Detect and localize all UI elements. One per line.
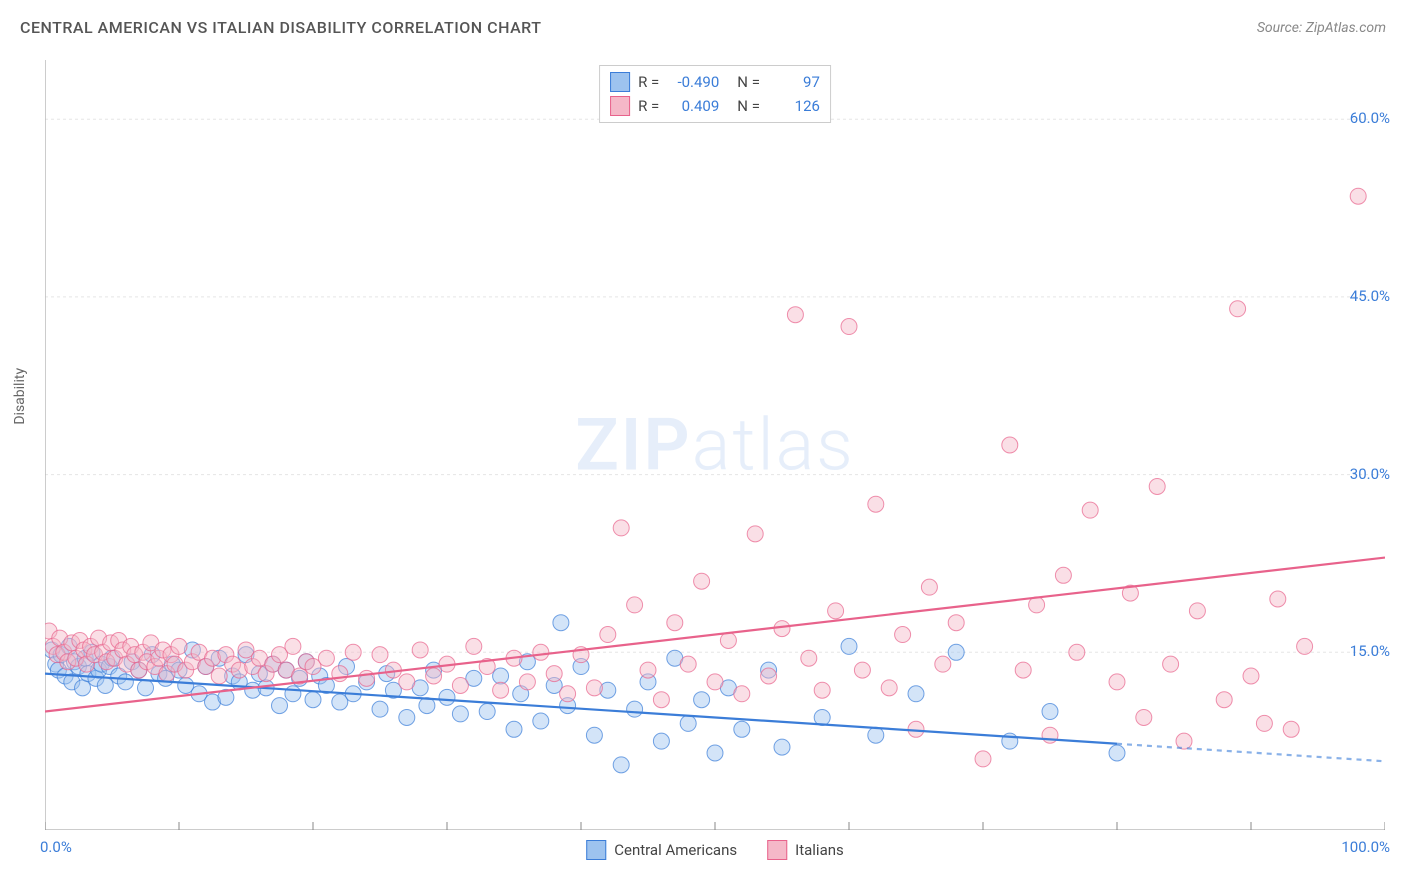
correlation-row: R = 0.409 N = 126 <box>610 94 820 118</box>
r-value: -0.490 <box>667 73 719 91</box>
y-tick-label: 45.0% <box>1350 287 1390 305</box>
source-attribution: Source: ZipAtlas.com <box>1257 20 1386 36</box>
series-legend: Central Americans Italians <box>586 840 844 860</box>
y-tick-label: 15.0% <box>1350 642 1390 660</box>
n-label: N = <box>737 97 760 115</box>
legend-label: Italians <box>795 841 844 859</box>
r-value: 0.409 <box>667 97 719 115</box>
series-swatch <box>610 96 630 116</box>
legend-label: Central Americans <box>614 841 737 859</box>
legend-item: Central Americans <box>586 840 737 860</box>
series-swatch <box>586 840 606 860</box>
chart-area: Disability ZIPatlas R =-0.490N =97R =0.4… <box>45 60 1385 830</box>
r-label: R = <box>638 73 659 91</box>
x-tick-label: 0.0% <box>40 838 72 856</box>
r-label: R = <box>638 97 659 115</box>
legend-item: Italians <box>767 840 844 860</box>
scatter-plot <box>45 60 1385 830</box>
chart-title: CENTRAL AMERICAN VS ITALIAN DISABILITY C… <box>20 18 541 37</box>
n-label: N = <box>737 73 760 91</box>
y-axis-label: Disability <box>12 368 28 425</box>
correlation-legend: R = -0.490 N = 97 R = 0.409 N = 126 <box>599 65 831 123</box>
n-value: 126 <box>768 97 820 115</box>
series-swatch <box>767 840 787 860</box>
x-tick-label: 100.0% <box>1341 838 1390 856</box>
y-tick-label: 60.0% <box>1350 109 1390 127</box>
n-value: 97 <box>768 73 820 91</box>
series-swatch <box>610 72 630 92</box>
correlation-row: R = -0.490 N = 97 <box>610 70 820 94</box>
y-tick-label: 30.0% <box>1350 465 1390 483</box>
